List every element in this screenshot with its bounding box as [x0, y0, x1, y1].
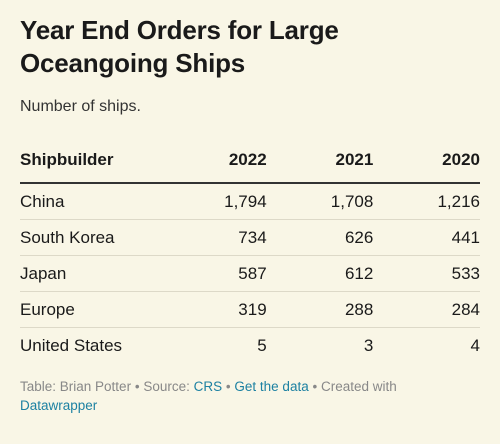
cell-value: 626	[266, 219, 374, 256]
column-header: 2021	[266, 150, 374, 184]
table-row: Japan 587 612 533	[20, 255, 480, 292]
table-row: United States 5 3 4	[20, 328, 480, 364]
cell-value: 288	[266, 291, 374, 328]
column-header: Shipbuilder	[20, 150, 160, 184]
get-data-link[interactable]: Get the data	[234, 379, 309, 394]
row-label: United States	[20, 335, 123, 355]
cell-value: 284	[373, 291, 480, 328]
separator: •	[134, 379, 140, 394]
subtitle: Number of ships.	[20, 98, 141, 115]
row-label: Japan	[20, 255, 160, 292]
cell-value: 587	[160, 255, 267, 292]
cell-value: 4	[470, 335, 480, 355]
separator: •	[312, 379, 318, 394]
credit: Table: Brian Potter	[20, 379, 132, 394]
cell-value: 1,216	[373, 183, 480, 220]
cell-value: 612	[266, 255, 374, 292]
table-card: Year End Orders for Large Oceangoing Shi…	[20, 15, 480, 415]
table-row: Europe 319 288 284	[20, 291, 480, 328]
cell-value: 5	[257, 335, 267, 355]
table-body: China 1,794 1,708 1,216 South Korea 734 626 441…	[20, 183, 480, 363]
cell-value: 533	[373, 255, 480, 292]
header-row: Shipbuilder 2022 2021 2020	[20, 150, 480, 184]
table-row: South Korea 734 626 441	[20, 219, 480, 256]
column-header: 2022	[160, 150, 267, 184]
table: Shipbuilder 2022 2021 2020 China 1,794 1,708 1…	[20, 150, 480, 363]
source-link[interactable]: CRS	[193, 379, 223, 394]
cell-value: 3	[363, 335, 374, 355]
column-header: 2020	[373, 150, 480, 184]
table-row: China 1,794 1,708 1,216	[20, 183, 480, 220]
tool-link[interactable]: Datawrapper	[20, 398, 98, 413]
created-with: Created with	[320, 379, 397, 394]
footer: Table: Brian Potter • Source: CRS • Get …	[20, 377, 420, 415]
cell-value: 734	[160, 219, 267, 256]
cell-value: 1,708	[266, 183, 374, 220]
source-label: Source:	[143, 379, 190, 394]
cell-value: 319	[160, 291, 267, 328]
row-label: South Korea	[20, 219, 160, 256]
separator: •	[225, 379, 231, 394]
cell-value: 441	[373, 219, 480, 256]
title: Year End Orders for Large Oceangoing Shi…	[20, 15, 339, 78]
row-label: China	[20, 183, 160, 220]
cell-value: 1,794	[160, 183, 267, 220]
row-label: Europe	[20, 291, 160, 328]
